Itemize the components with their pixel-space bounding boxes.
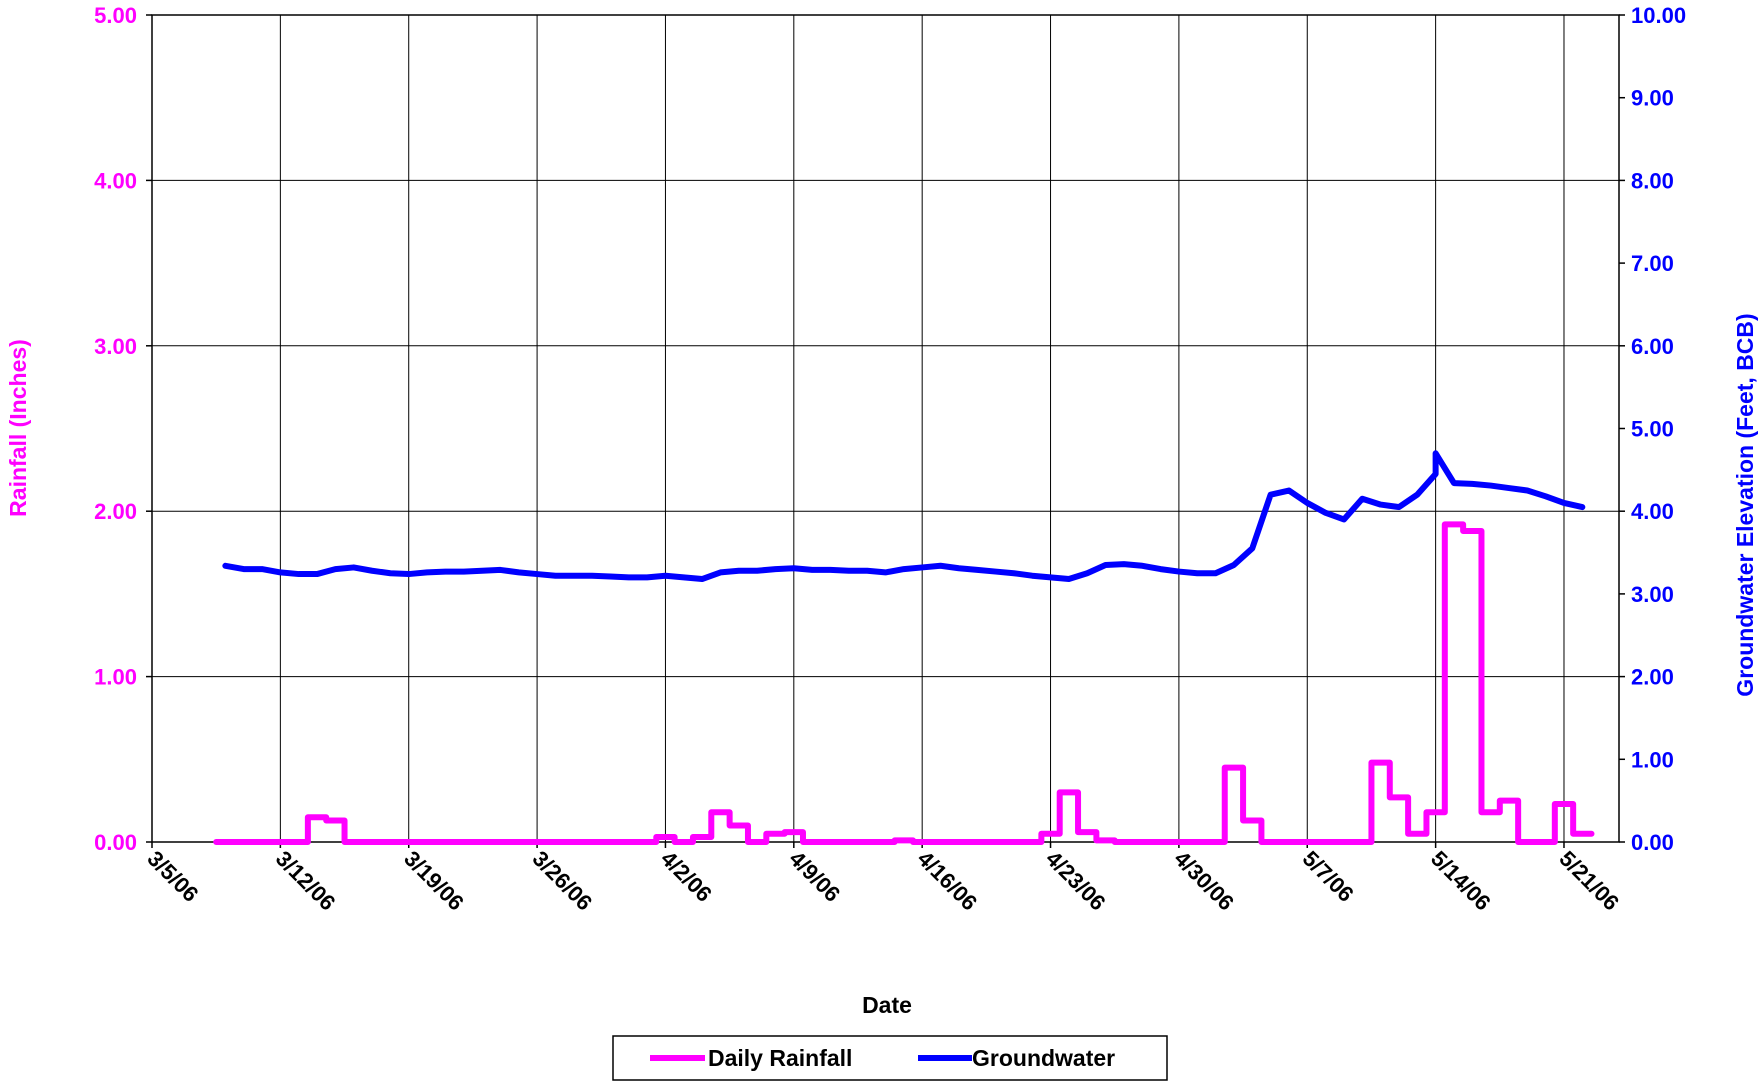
right-tick-label: 3.00 — [1631, 582, 1674, 607]
x-axis: 3/5/06 3/12/06 3/19/06 3/26/06 4/2/06 4/9/06 4… — [142, 842, 1624, 915]
right-tick-label: 7.00 — [1631, 251, 1674, 276]
series-line-groundwater — [222, 450, 1586, 583]
x-tick-label: 3/5/06 — [142, 846, 203, 907]
grid-lines — [152, 15, 1619, 842]
x-tick-label: 4/23/06 — [1041, 846, 1111, 916]
left-tick-label: 2.00 — [94, 499, 137, 524]
right-tick-label: 5.00 — [1631, 417, 1674, 442]
x-tick-label: 5/21/06 — [1554, 846, 1624, 916]
legend: Daily Rainfall Groundwater — [612, 1035, 1168, 1081]
x-tick-label: 5/14/06 — [1426, 846, 1496, 916]
x-tick-label: 3/26/06 — [528, 846, 598, 916]
x-tick-label: 3/19/06 — [399, 846, 469, 916]
left-tick-label: 0.00 — [94, 830, 137, 855]
left-tick-label: 5.00 — [94, 3, 137, 28]
x-tick-label: 4/30/06 — [1169, 846, 1239, 916]
right-tick-label: 8.00 — [1631, 168, 1674, 193]
plot-area — [151, 14, 1620, 843]
legend-label-rainfall: Daily Rainfall — [708, 1045, 852, 1071]
x-tick-label: 4/16/06 — [913, 846, 983, 916]
right-tick-label: 9.00 — [1631, 86, 1674, 111]
legend-box — [612, 1035, 1168, 1081]
series-line-rainfall — [213, 521, 1595, 845]
left-axis-title: Rainfall (Inches) — [5, 339, 31, 517]
left-tick-label: 4.00 — [94, 168, 137, 193]
right-tick-label: 2.00 — [1631, 665, 1674, 690]
right-tick-label: 4.00 — [1631, 499, 1674, 524]
x-tick-label: 5/7/06 — [1298, 846, 1359, 907]
x-axis-title: Date — [862, 992, 912, 1018]
left-tick-label: 3.00 — [94, 334, 137, 359]
x-tick-label: 4/2/06 — [656, 846, 717, 907]
right-tick-label: 10.00 — [1631, 3, 1686, 28]
right-axis: 0.00 1.00 2.00 3.00 4.00 5.00 6.00 7.00 8.00 9.00… — [1619, 3, 1686, 855]
series-layer — [213, 450, 1595, 845]
right-tick-label: 1.00 — [1631, 747, 1674, 772]
right-tick-label: 6.00 — [1631, 334, 1674, 359]
legend-label-groundwater: Groundwater — [972, 1045, 1115, 1071]
right-axis-title: Groundwater Elevation (Feet, BCB) — [1732, 313, 1758, 696]
x-tick-label: 3/12/06 — [271, 846, 341, 916]
right-tick-label: 0.00 — [1631, 830, 1674, 855]
left-axis: 0.00 1.00 2.00 3.00 4.00 5.00 — [94, 3, 152, 855]
left-tick-label: 1.00 — [94, 665, 137, 690]
x-tick-label: 4/9/06 — [784, 846, 845, 907]
